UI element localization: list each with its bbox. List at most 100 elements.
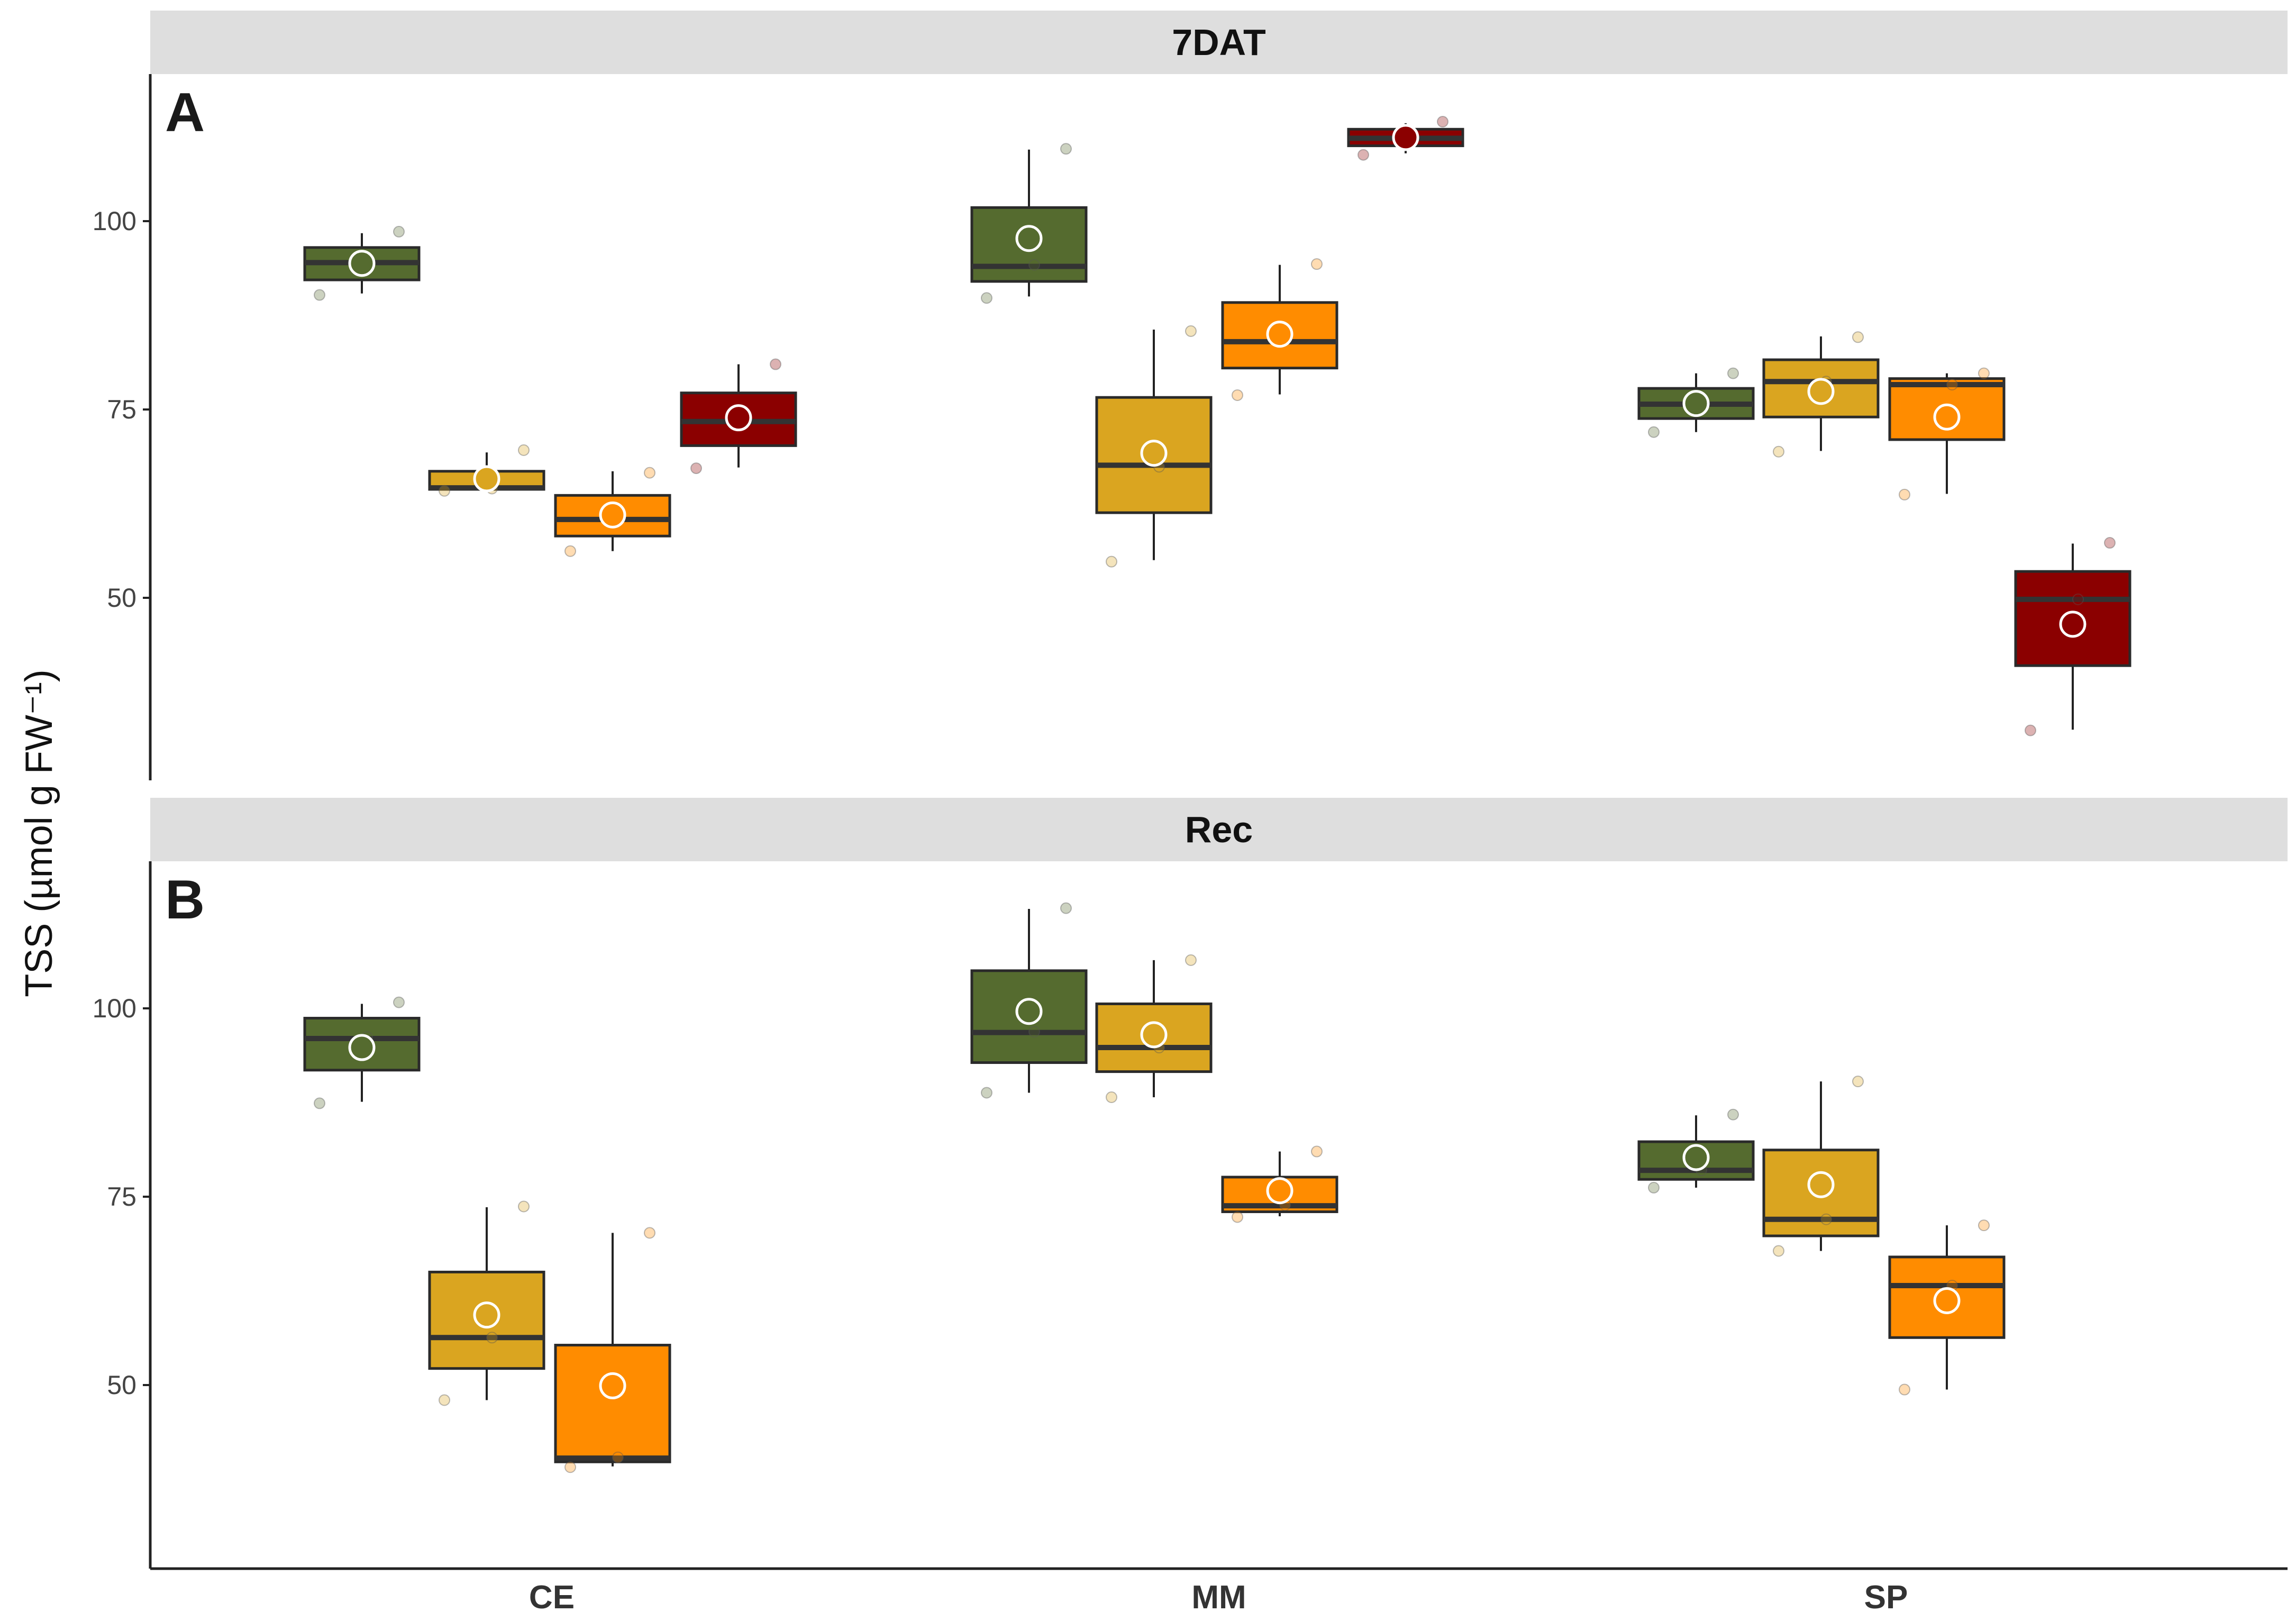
data-point — [518, 1200, 530, 1213]
data-point — [564, 1461, 576, 1473]
data-point — [2072, 593, 2084, 605]
mean-marker — [1682, 390, 1710, 417]
strip-title-rec: Rec — [1185, 809, 1253, 850]
box-ce-series-1-a — [303, 225, 421, 301]
panel-letter-b: B — [165, 869, 205, 931]
data-point — [1185, 325, 1197, 337]
data-point — [1648, 426, 1660, 438]
box-ce-series-2-a — [428, 444, 545, 497]
data-point — [1106, 555, 1117, 568]
data-point — [314, 1097, 325, 1109]
y-tick-label: 75 — [107, 1182, 136, 1212]
data-point — [564, 545, 576, 557]
box-mm-series-1-a — [970, 143, 1088, 304]
data-point — [439, 485, 450, 497]
mean-marker — [1392, 124, 1419, 151]
box-mm-series-2-a — [1095, 325, 1213, 568]
mean-marker — [1933, 1287, 1961, 1315]
data-point — [1852, 331, 1864, 343]
data-point — [1357, 149, 1369, 161]
data-point — [1852, 1076, 1864, 1088]
mean-marker — [473, 1301, 500, 1329]
y-axis-label: TSS (µmol g FW⁻¹) — [18, 669, 60, 997]
box-ce-series-3-a — [554, 467, 671, 557]
box-ce-series-4-a — [680, 358, 797, 475]
data-point — [2104, 537, 2116, 549]
data-point — [1773, 1245, 1784, 1257]
mean-marker — [1933, 403, 1961, 431]
data-point — [1648, 1181, 1660, 1194]
panel-7dat: 7DAT A 50 75 100 — [93, 11, 2288, 780]
box-ce-series-1-b — [303, 996, 421, 1109]
data-point — [1060, 902, 1072, 914]
box-sp-series-1-b — [1637, 1108, 1755, 1194]
data-point — [644, 1227, 655, 1239]
mean-marker — [1807, 1171, 1835, 1198]
mean-marker — [1140, 1021, 1168, 1049]
data-point — [2025, 724, 2036, 736]
data-point — [1311, 1145, 1323, 1158]
data-point — [981, 292, 992, 304]
y-tick-label: 50 — [107, 1370, 136, 1400]
box-mm-series-2-b — [1095, 954, 1213, 1104]
data-point — [393, 996, 405, 1008]
strip-title-7dat: 7DAT — [1172, 22, 1266, 63]
mean-marker — [1807, 378, 1835, 405]
y-tick-label: 100 — [93, 994, 136, 1023]
box-ce-series-2-b — [428, 1200, 545, 1406]
data-point — [314, 289, 325, 301]
panel-letter-a: A — [165, 82, 205, 143]
mean-marker — [599, 501, 626, 529]
y-ticks-a: 50 75 100 — [93, 206, 150, 613]
data-point — [1727, 367, 1739, 379]
data-point — [518, 444, 530, 456]
x-tick-label-ce: CE — [529, 1579, 575, 1616]
mean-marker — [348, 250, 376, 277]
mean-marker — [1015, 225, 1043, 252]
data-point — [981, 1087, 992, 1099]
data-point — [612, 1451, 624, 1463]
mean-marker — [1266, 1177, 1293, 1205]
data-point — [486, 1332, 498, 1344]
data-point — [1232, 1211, 1243, 1223]
x-tick-label-sp: SP — [1864, 1579, 1908, 1616]
strip-7dat — [150, 11, 2288, 74]
data-point — [1773, 445, 1784, 458]
mean-marker — [1682, 1144, 1710, 1171]
mean-marker — [599, 1372, 626, 1399]
panel-rec: Rec B 50 75 100 — [93, 798, 2288, 1570]
y-tick-label: 100 — [93, 206, 136, 236]
box-mm-series-3-b — [1221, 1145, 1338, 1223]
box-mm-series-1-b — [970, 902, 1088, 1099]
data-point — [1946, 379, 1958, 391]
box-ce-series-3-b — [554, 1227, 671, 1473]
data-point — [1899, 488, 1910, 500]
mean-marker — [1266, 321, 1293, 348]
box-sp-series-1-a — [1637, 367, 1755, 438]
box-sp-series-2-b — [1762, 1076, 1880, 1257]
boxes-b — [303, 902, 2006, 1473]
data-point — [1106, 1091, 1117, 1104]
data-point — [439, 1394, 450, 1406]
box-sp-series-3-a — [1888, 367, 2006, 500]
strip-rec — [150, 798, 2288, 861]
y-ticks-b: 50 75 100 — [93, 994, 150, 1400]
mean-marker — [1140, 440, 1168, 467]
data-point — [1978, 1219, 1990, 1232]
mean-marker — [725, 404, 752, 432]
box-mm-series-4-a — [1347, 116, 1464, 161]
boxes-a — [303, 116, 2131, 736]
mean-marker — [473, 465, 500, 493]
data-point — [770, 358, 781, 370]
mean-marker — [348, 1034, 376, 1061]
data-point — [1899, 1383, 1910, 1396]
data-point — [1978, 367, 1990, 379]
y-tick-label: 75 — [107, 395, 136, 424]
box-sp-series-4-a — [2014, 537, 2131, 736]
mean-marker — [1015, 998, 1043, 1025]
data-point — [393, 225, 405, 238]
box-sp-series-2-a — [1762, 331, 1880, 458]
data-point — [1311, 258, 1323, 270]
data-point — [1060, 143, 1072, 155]
